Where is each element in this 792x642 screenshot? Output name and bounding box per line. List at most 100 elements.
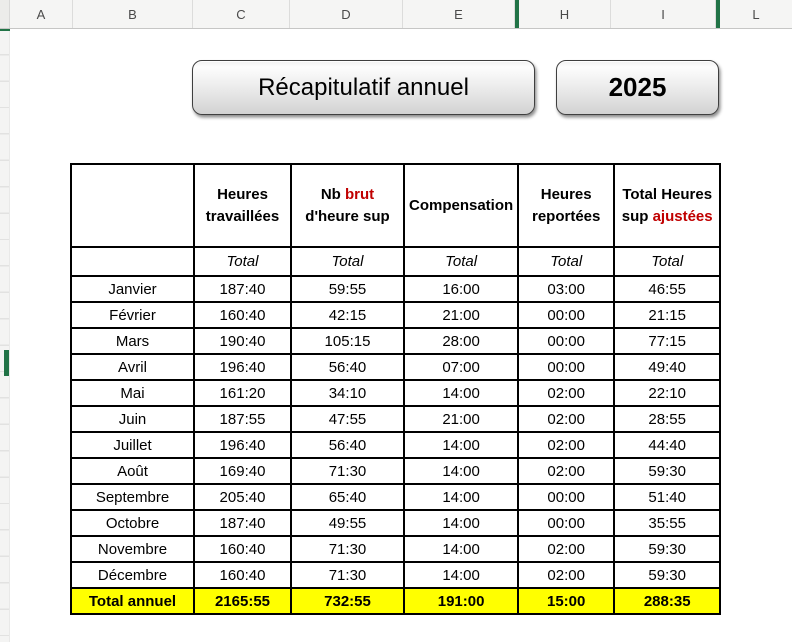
row-header-gutter[interactable] [0,29,10,642]
value-cell[interactable]: 07:00 [402,353,520,381]
value-cell[interactable]: 56:40 [290,353,405,381]
total-value-cell[interactable]: 15:00 [517,587,616,615]
header-cell-months[interactable] [70,163,195,248]
year-button[interactable]: 2025 [556,60,719,115]
total-label-cell[interactable]: Total annuel [70,587,195,615]
value-cell[interactable]: 169:40 [193,457,292,485]
month-label-cell[interactable]: Décembre [70,561,195,589]
value-cell[interactable]: 205:40 [193,483,292,511]
value-cell[interactable]: 44:40 [613,431,722,459]
value-cell[interactable]: 00:00 [517,509,616,537]
value-cell[interactable]: 46:55 [613,275,722,303]
value-cell[interactable]: 14:00 [402,483,520,511]
value-cell[interactable]: 14:00 [402,431,520,459]
value-cell[interactable]: 71:30 [290,561,405,589]
value-cell[interactable]: 196:40 [193,353,292,381]
value-cell[interactable]: 14:00 [402,535,520,563]
subheader-cell[interactable]: Total [193,246,292,277]
recap-annual-button[interactable]: Récapitulatif annuel [192,60,535,115]
month-label-cell[interactable]: Mai [70,379,195,407]
value-cell[interactable]: 161:20 [193,379,292,407]
value-cell[interactable]: 47:55 [290,405,405,433]
subheader-cell[interactable]: Total [402,246,520,277]
subheader-cell[interactable]: Total [290,246,405,277]
value-cell[interactable]: 21:15 [613,301,722,329]
header-cell-compensation[interactable]: Compensation [402,163,520,248]
value-cell[interactable]: 03:00 [517,275,616,303]
value-cell[interactable]: 35:55 [613,509,722,537]
header-cell-total-heures-sup[interactable]: Total Heures sup ajustées [613,163,722,248]
value-cell[interactable]: 59:55 [290,275,405,303]
value-cell[interactable]: 21:00 [402,405,520,433]
value-cell[interactable]: 42:15 [290,301,405,329]
value-cell[interactable]: 187:40 [193,275,292,303]
month-label-cell[interactable]: Janvier [70,275,195,303]
value-cell[interactable]: 59:30 [613,561,722,589]
subheader-cell[interactable] [70,246,195,277]
value-cell[interactable]: 00:00 [517,301,616,329]
value-cell[interactable]: 02:00 [517,379,616,407]
value-cell[interactable]: 00:00 [517,327,616,355]
value-cell[interactable]: 28:55 [613,405,722,433]
value-cell[interactable]: 14:00 [402,561,520,589]
value-cell[interactable]: 02:00 [517,431,616,459]
value-cell[interactable]: 21:00 [402,301,520,329]
value-cell[interactable]: 14:00 [402,509,520,537]
value-cell[interactable]: 02:00 [517,561,616,589]
header-cell-heures-travaillees[interactable]: Heures travaillées [193,163,292,248]
total-value-cell[interactable]: 191:00 [402,587,520,615]
month-label-cell[interactable]: Juin [70,405,195,433]
month-label-cell[interactable]: Avril [70,353,195,381]
value-cell[interactable]: 71:30 [290,457,405,485]
value-cell[interactable]: 34:10 [290,379,405,407]
total-value-cell[interactable]: 732:55 [290,587,405,615]
value-cell[interactable]: 00:00 [517,353,616,381]
value-cell[interactable]: 51:40 [613,483,722,511]
value-cell[interactable]: 49:55 [290,509,405,537]
column-header-i[interactable]: I [611,0,716,28]
value-cell[interactable]: 02:00 [517,457,616,485]
value-cell[interactable]: 14:00 [402,457,520,485]
value-cell[interactable]: 56:40 [290,431,405,459]
value-cell[interactable]: 105:15 [290,327,405,355]
value-cell[interactable]: 160:40 [193,561,292,589]
value-cell[interactable]: 14:00 [402,379,520,407]
month-label-cell[interactable]: Mars [70,327,195,355]
value-cell[interactable]: 187:40 [193,509,292,537]
value-cell[interactable]: 00:00 [517,483,616,511]
value-cell[interactable]: 190:40 [193,327,292,355]
column-header-h[interactable]: H [519,0,611,28]
value-cell[interactable]: 59:30 [613,535,722,563]
column-header-a[interactable]: A [10,0,73,28]
month-label-cell[interactable]: Novembre [70,535,195,563]
column-header-e[interactable]: E [403,0,515,28]
value-cell[interactable]: 160:40 [193,301,292,329]
value-cell[interactable]: 187:55 [193,405,292,433]
month-label-cell[interactable]: Février [70,301,195,329]
column-header-l[interactable]: L [752,6,760,22]
value-cell[interactable]: 71:30 [290,535,405,563]
month-label-cell[interactable]: Août [70,457,195,485]
value-cell[interactable]: 16:00 [402,275,520,303]
month-label-cell[interactable]: Octobre [70,509,195,537]
subheader-cell[interactable]: Total [517,246,616,277]
value-cell[interactable]: 49:40 [613,353,722,381]
subheader-cell[interactable]: Total [613,246,722,277]
month-label-cell[interactable]: Juillet [70,431,195,459]
column-header-c[interactable]: C [193,0,290,28]
month-label-cell[interactable]: Septembre [70,483,195,511]
column-header-d[interactable]: D [290,0,403,28]
select-all-corner[interactable] [0,0,10,28]
total-value-cell[interactable]: 2165:55 [193,587,292,615]
value-cell[interactable]: 02:00 [517,535,616,563]
total-value-cell[interactable]: 288:35 [613,587,722,615]
column-header-b[interactable]: B [73,0,193,28]
value-cell[interactable]: 28:00 [402,327,520,355]
value-cell[interactable]: 59:30 [613,457,722,485]
value-cell[interactable]: 22:10 [613,379,722,407]
value-cell[interactable]: 77:15 [613,327,722,355]
header-cell-nb-brut-heure-sup[interactable]: Nb brut d'heure sup [290,163,405,248]
value-cell[interactable]: 196:40 [193,431,292,459]
value-cell[interactable]: 02:00 [517,405,616,433]
value-cell[interactable]: 65:40 [290,483,405,511]
